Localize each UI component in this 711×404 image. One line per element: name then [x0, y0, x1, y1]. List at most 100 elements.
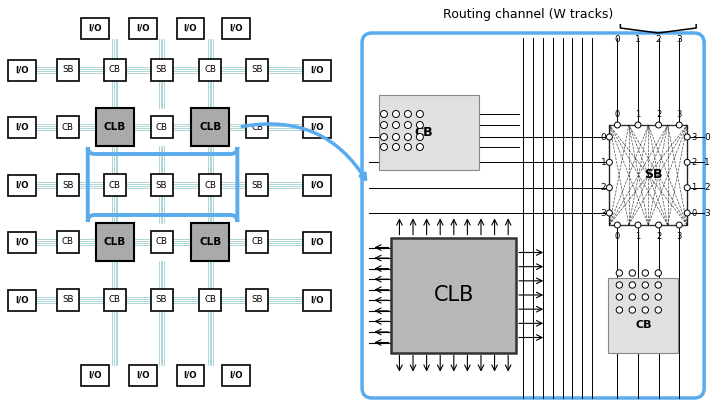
Bar: [151, 59, 173, 81]
Circle shape: [629, 307, 636, 313]
Text: SB: SB: [252, 181, 263, 189]
Circle shape: [642, 270, 648, 276]
Text: SB: SB: [644, 168, 663, 181]
Circle shape: [629, 270, 636, 276]
Text: 1: 1: [691, 183, 696, 192]
Bar: [246, 59, 268, 81]
Circle shape: [606, 185, 612, 191]
Circle shape: [606, 210, 612, 216]
Circle shape: [684, 185, 690, 191]
Text: CB: CB: [62, 122, 74, 131]
Circle shape: [655, 294, 661, 300]
Text: I/O: I/O: [311, 65, 324, 74]
Bar: [57, 174, 79, 196]
Text: 0: 0: [614, 35, 620, 44]
Bar: [104, 59, 126, 81]
Circle shape: [656, 122, 661, 128]
Text: I/O: I/O: [311, 122, 324, 131]
Circle shape: [392, 133, 400, 141]
Bar: [191, 108, 230, 146]
Text: SB: SB: [156, 295, 167, 305]
Circle shape: [614, 222, 621, 228]
Bar: [246, 174, 268, 196]
Bar: [8, 231, 36, 252]
Text: 1: 1: [635, 35, 641, 44]
Bar: [57, 231, 79, 253]
Text: CLB: CLB: [104, 237, 126, 247]
Text: I/O: I/O: [230, 23, 243, 32]
Text: I/O: I/O: [15, 238, 28, 246]
Bar: [246, 289, 268, 311]
Circle shape: [629, 282, 636, 288]
Circle shape: [417, 111, 423, 118]
Circle shape: [405, 122, 412, 128]
Circle shape: [405, 133, 412, 141]
Text: SB: SB: [156, 65, 167, 74]
Text: I/O: I/O: [88, 23, 102, 32]
Circle shape: [684, 134, 690, 140]
Text: SB: SB: [62, 295, 73, 305]
Text: I/O: I/O: [15, 295, 28, 305]
Text: I/O: I/O: [230, 370, 243, 379]
Circle shape: [655, 282, 661, 288]
Text: CLB: CLB: [199, 237, 222, 247]
Text: CLB: CLB: [104, 122, 126, 132]
Bar: [176, 364, 205, 385]
Text: I/O: I/O: [15, 65, 28, 74]
Circle shape: [405, 143, 412, 151]
Text: I/O: I/O: [183, 370, 197, 379]
Circle shape: [417, 133, 423, 141]
Circle shape: [635, 122, 641, 128]
Bar: [57, 116, 79, 138]
Text: 3: 3: [677, 110, 682, 119]
Text: CLB: CLB: [434, 285, 474, 305]
Text: 1: 1: [636, 232, 641, 241]
Bar: [8, 116, 36, 137]
Text: CB: CB: [109, 181, 121, 189]
Bar: [129, 364, 156, 385]
Circle shape: [676, 122, 682, 128]
Bar: [151, 231, 173, 253]
Text: 1: 1: [636, 110, 641, 119]
Bar: [191, 223, 230, 261]
Bar: [8, 290, 36, 311]
Circle shape: [380, 122, 387, 128]
Bar: [200, 289, 221, 311]
Text: I/O: I/O: [311, 181, 324, 189]
Bar: [104, 289, 126, 311]
Bar: [392, 238, 516, 353]
Text: 2: 2: [691, 158, 696, 167]
Text: CLB: CLB: [199, 122, 222, 132]
Circle shape: [417, 122, 423, 128]
Text: CB: CB: [635, 320, 651, 330]
Bar: [81, 364, 109, 385]
Bar: [379, 95, 479, 170]
Bar: [151, 116, 173, 138]
Circle shape: [606, 134, 612, 140]
Circle shape: [616, 307, 623, 313]
Text: SB: SB: [62, 65, 73, 74]
Bar: [609, 278, 678, 353]
Text: CB: CB: [109, 295, 121, 305]
Bar: [200, 174, 221, 196]
Text: CB: CB: [205, 181, 216, 189]
Text: 0: 0: [601, 133, 606, 141]
Bar: [609, 125, 688, 225]
Bar: [151, 289, 173, 311]
Text: I/O: I/O: [15, 181, 28, 189]
Text: CB: CB: [251, 238, 263, 246]
Bar: [176, 17, 205, 38]
Text: 0: 0: [691, 208, 696, 217]
Bar: [223, 364, 250, 385]
Text: SB: SB: [252, 65, 263, 74]
Bar: [8, 59, 36, 80]
Text: 2: 2: [656, 110, 661, 119]
Text: I/O: I/O: [15, 122, 28, 131]
Text: 0: 0: [615, 110, 620, 119]
Circle shape: [417, 143, 423, 151]
Circle shape: [405, 111, 412, 118]
Circle shape: [684, 210, 690, 216]
Bar: [303, 231, 331, 252]
Circle shape: [656, 222, 661, 228]
Text: CB: CB: [109, 65, 121, 74]
